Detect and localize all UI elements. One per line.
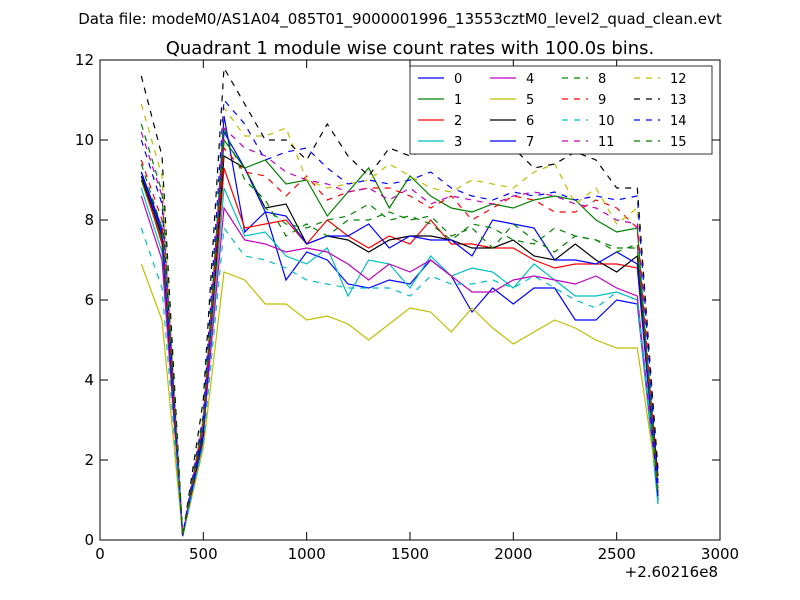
x-tick-label: 3000 [701, 545, 739, 563]
y-tick-label: 6 [84, 291, 94, 309]
series-line-10 [140, 226, 659, 537]
series-line-2 [140, 167, 659, 537]
x-tick-label: 500 [189, 545, 218, 563]
series-line-15 [140, 123, 659, 537]
suptitle: Data file: modeM0/AS1A04_085T01_90000019… [78, 10, 722, 29]
chart-title: Quadrant 1 module wise count rates with … [166, 38, 655, 59]
plot-frame [99, 59, 721, 541]
y-tick-label: 2 [84, 451, 94, 469]
y-tick-label: 12 [75, 51, 94, 69]
series-line-12 [140, 103, 659, 537]
legend-label-9: 9 [598, 93, 606, 108]
series-line-11 [140, 126, 659, 537]
legend-label-8: 8 [598, 72, 606, 87]
series-line-7 [140, 129, 659, 537]
series-line-8 [140, 138, 659, 537]
x-tick-label: 2000 [494, 545, 532, 563]
legend-label-10: 10 [598, 114, 615, 129]
legend-label-15: 15 [670, 135, 687, 150]
series-lines [140, 65, 659, 537]
legend-label-7: 7 [526, 135, 534, 150]
x-tick-labels: 0 500 1000 1500 2000 2500 3000 [95, 545, 739, 563]
y-tick-label: 0 [84, 531, 94, 549]
legend-label-12: 12 [670, 72, 687, 87]
series-line-9 [140, 146, 659, 537]
series-line-5 [140, 263, 659, 537]
legend-label-5: 5 [526, 93, 534, 108]
y-tick-label: 8 [84, 211, 94, 229]
legend-label-6: 6 [526, 114, 534, 129]
x-tick-label: 1000 [288, 545, 326, 563]
legend-label-13: 13 [670, 93, 687, 108]
x-tick-label: 2500 [598, 545, 636, 563]
legend-label-3: 3 [454, 135, 462, 150]
legend-label-1: 1 [454, 93, 462, 108]
series-line-3 [140, 187, 659, 537]
series-line-14 [140, 98, 659, 537]
y-tick-label: 4 [84, 371, 94, 389]
legend-label-11: 11 [598, 135, 615, 150]
legend-label-4: 4 [526, 72, 534, 87]
series-line-4 [140, 195, 659, 537]
x-tick-label: 1500 [391, 545, 429, 563]
legend-label-2: 2 [454, 114, 462, 129]
legend-label-0: 0 [454, 72, 462, 87]
y-tick-labels: 0 2 4 6 8 10 12 [75, 51, 94, 549]
x-tick-label: 0 [95, 545, 105, 563]
y-tick-label: 10 [75, 131, 94, 149]
series-line-6 [140, 155, 659, 537]
legend-box [409, 65, 713, 155]
legend-label-14: 14 [670, 114, 687, 129]
series-line-0 [140, 115, 659, 537]
x-offset-label: +2.60216e8 [625, 563, 718, 581]
